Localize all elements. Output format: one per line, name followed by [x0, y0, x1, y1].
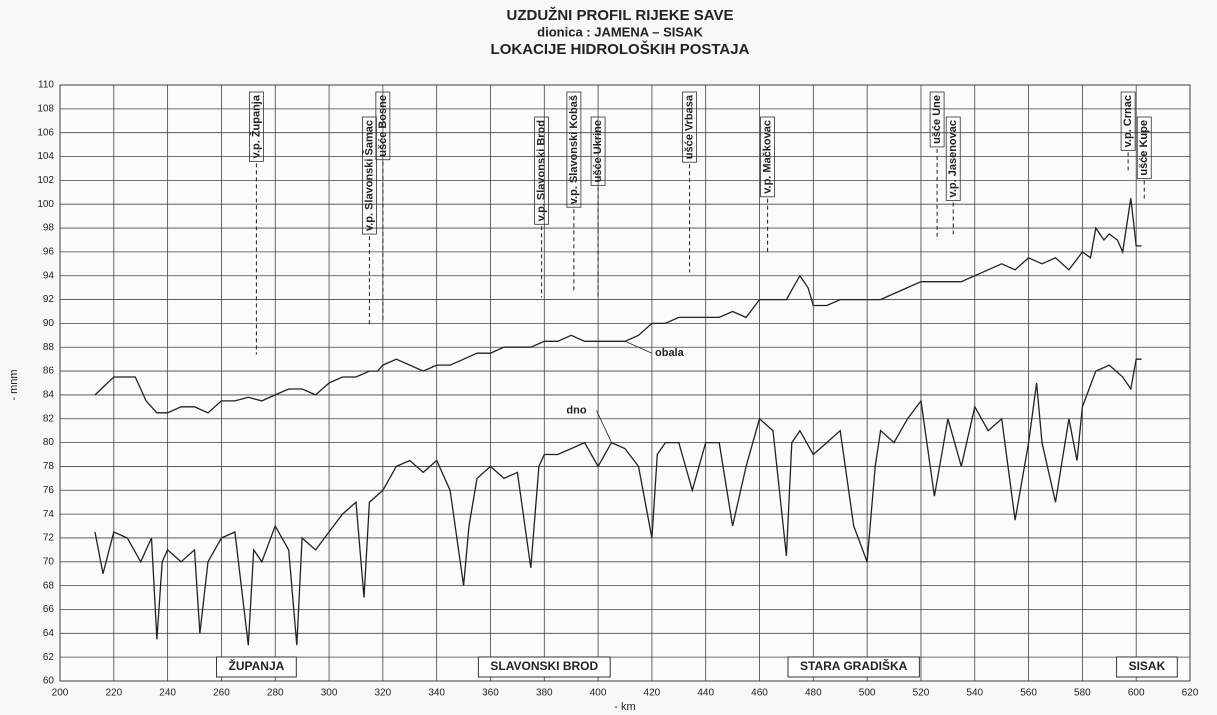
chart-subtitle: dionica : JAMENA – SISAK	[537, 24, 703, 39]
x-tick-label: 560	[1020, 688, 1037, 699]
y-tick-label: 78	[43, 461, 55, 472]
leader-line	[596, 410, 612, 443]
station-box	[1136, 116, 1152, 180]
y-tick-label: 106	[37, 127, 54, 138]
station-label: v.p. Mačkovac	[762, 120, 774, 194]
y-tick-label: 70	[43, 556, 55, 567]
city-box	[477, 656, 611, 678]
x-tick-label: 600	[1128, 688, 1145, 699]
y-tick-label: 90	[43, 318, 55, 329]
y-tick-label: 110	[38, 80, 54, 91]
leader-line	[624, 340, 653, 354]
station-label: v.p. Slavonski Brod	[536, 120, 548, 221]
x-tick-label: 400	[590, 688, 607, 699]
station-box	[945, 116, 961, 201]
y-tick-label: 72	[43, 533, 55, 544]
y-tick-label: 84	[43, 390, 55, 401]
x-tick-label: 440	[697, 688, 714, 699]
x-tick-label: 520	[913, 688, 930, 699]
series-line	[94, 198, 1142, 414]
station-box	[590, 116, 606, 186]
y-tick-label: 92	[43, 294, 55, 305]
x-tick-label: 260	[213, 688, 230, 699]
y-tick-label: 88	[43, 342, 55, 353]
y-tick-label: 74	[43, 509, 55, 520]
x-tick-label: 580	[1074, 688, 1091, 699]
x-tick-label: 420	[644, 688, 661, 699]
station-label: ušće Une	[931, 95, 943, 144]
x-tick-label: 360	[482, 688, 499, 699]
x-tick-label: 300	[321, 688, 338, 699]
city-label: SLAVONSKI BROD	[490, 659, 598, 673]
x-tick-label: 380	[536, 688, 553, 699]
plot-area	[59, 84, 1191, 682]
y-tick-label: 86	[43, 366, 55, 377]
station-label: ušće Kupe	[1138, 120, 1150, 176]
station-label: v.p. Crnac	[1122, 95, 1134, 147]
station-label: ušće Bosne	[377, 95, 389, 157]
x-tick-label: 200	[52, 688, 69, 699]
station-box	[1120, 91, 1136, 151]
station-label: ušće Ukrine	[592, 120, 604, 182]
station-box	[362, 116, 377, 235]
y-tick-label: 82	[43, 413, 55, 424]
station-box	[760, 116, 775, 198]
station-label: ušće Vrbasa	[683, 94, 695, 159]
y-tick-label: 94	[43, 270, 55, 281]
x-tick-label: 280	[267, 688, 284, 699]
x-tick-label: 320	[375, 688, 392, 699]
station-label: v.p. Jasenovac	[947, 120, 959, 197]
y-tick-label: 68	[43, 580, 55, 591]
station-label: v.p. Slavonski Šamac	[362, 120, 375, 231]
x-tick-label: 540	[966, 688, 983, 699]
y-tick-label: 80	[43, 437, 55, 448]
y-tick-label: 96	[43, 247, 55, 258]
x-tick-label: 460	[751, 688, 768, 699]
x-tick-label: 500	[859, 688, 876, 699]
series-label: dno	[566, 405, 586, 417]
city-box	[216, 656, 297, 678]
chart-subtitle: LOKACIJE HIDROLOŠKIH POSTAJA	[491, 40, 750, 58]
x-tick-label: 220	[105, 688, 122, 699]
city-label: SISAK	[1129, 659, 1166, 673]
x-axis-label: - km	[614, 701, 635, 713]
station-box	[534, 116, 549, 225]
station-label: v.p. Županja	[249, 94, 262, 158]
x-tick-label: 480	[805, 688, 822, 699]
x-tick-label: 620	[1182, 688, 1199, 699]
y-tick-label: 104	[37, 151, 54, 162]
city-box	[1116, 656, 1178, 678]
y-tick-label: 98	[43, 223, 55, 234]
station-box	[566, 91, 582, 208]
y-tick-label: 66	[43, 604, 55, 615]
station-box	[682, 91, 697, 163]
station-label: v.p. Slavonski Kobaš	[568, 95, 580, 204]
city-label: STARA GRADIŠKA	[800, 658, 908, 673]
y-axis-label: - mnm	[8, 369, 20, 400]
station-box	[929, 91, 945, 148]
chart-title: UZDUŽNI PROFIL RIJEKE SAVE	[507, 6, 734, 24]
y-tick-label: 108	[37, 103, 54, 114]
series-line	[94, 358, 1142, 646]
y-tick-label: 60	[43, 676, 55, 687]
x-tick-label: 340	[428, 688, 445, 699]
y-tick-label: 102	[37, 175, 54, 186]
y-tick-label: 64	[43, 628, 55, 639]
series-label: obala	[655, 347, 685, 359]
x-tick-label: 240	[159, 688, 176, 699]
station-box	[375, 91, 391, 161]
y-tick-label: 76	[43, 485, 55, 496]
city-label: ŽUPANJA	[229, 658, 285, 673]
city-box	[787, 656, 920, 678]
station-box	[249, 91, 264, 162]
y-tick-label: 100	[37, 199, 54, 210]
y-tick-label: 62	[43, 652, 55, 663]
